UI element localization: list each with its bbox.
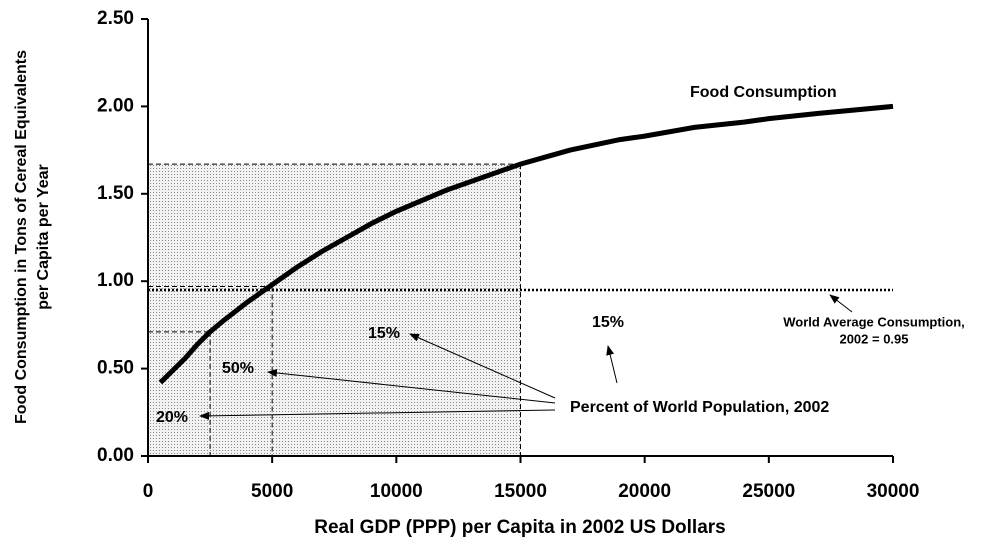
world-average-label: 2002 = 0.95: [839, 331, 908, 346]
world-average-label: World Average Consumption,: [783, 314, 965, 329]
arrow: [829, 294, 853, 313]
arrow: [267, 368, 556, 404]
y-tick-label: 2.50: [97, 8, 134, 29]
arrow: [606, 345, 618, 384]
arrow: [409, 333, 556, 399]
population-label: Percent of World Population, 2002: [570, 399, 829, 416]
x-tick-label: 10000: [370, 481, 423, 502]
y-tick-label: 0.00: [97, 445, 134, 466]
y-tick-label: 0.50: [97, 358, 134, 379]
y-axis-label: Food Consumption in Tons of Cereal Equiv…: [13, 50, 30, 424]
x-tick-label: 25000: [742, 481, 795, 502]
share-label: 50%: [222, 360, 254, 377]
share-label: 20%: [156, 409, 188, 426]
y-tick-label: 1.00: [97, 270, 134, 291]
y-axis-label: per Capita per Year: [35, 164, 52, 310]
y-tick-label: 1.50: [97, 183, 134, 204]
shaded-region: [148, 164, 521, 457]
x-tick-label: 30000: [867, 481, 920, 502]
x-tick-label: 0: [143, 481, 154, 502]
x-tick-label: 15000: [494, 481, 547, 502]
x-tick-label: 20000: [618, 481, 671, 502]
x-axis-label: Real GDP (PPP) per Capita in 2002 US Dol…: [314, 517, 725, 538]
x-tick-label: 5000: [251, 481, 293, 502]
series-label: Food Consumption: [690, 84, 837, 101]
share-label: 15%: [368, 325, 400, 342]
y-tick-label: 2.00: [97, 95, 134, 116]
share-label: 15%: [592, 314, 624, 331]
arrow: [199, 409, 556, 420]
food-consumption-line: [158, 103, 894, 385]
